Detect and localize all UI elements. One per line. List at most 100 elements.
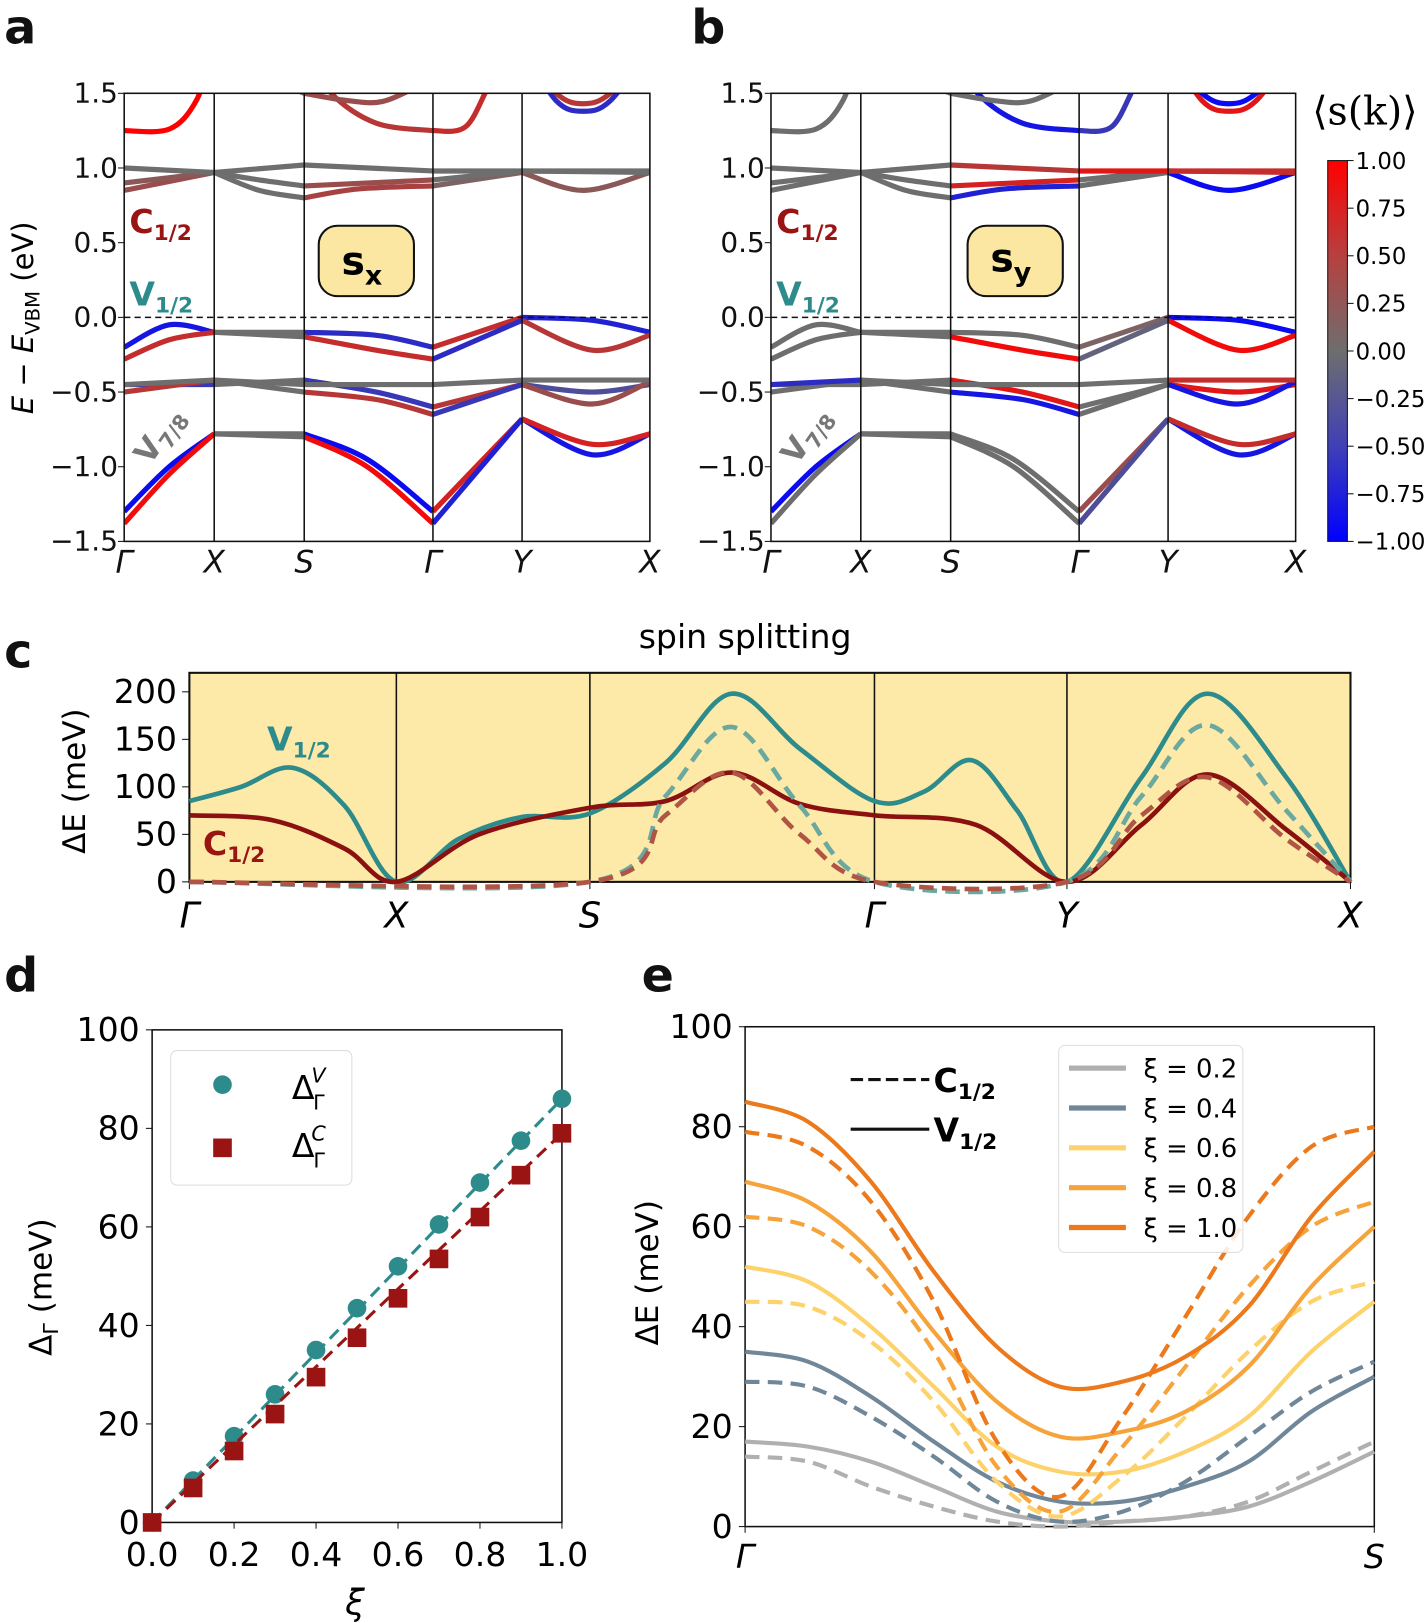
band-v8	[1167, 416, 1296, 448]
x-axis-label: ξ	[344, 1583, 365, 1623]
x-tick-label: Γ	[180, 895, 202, 936]
x-tick-label: 0.4	[290, 1535, 343, 1574]
band-v4	[1078, 382, 1169, 417]
band-v1	[124, 321, 215, 350]
c12-line	[744, 1439, 1376, 1529]
band-v1	[1167, 314, 1296, 335]
colorbar-tick-label: 0.25	[1356, 292, 1407, 318]
band-c-top	[124, 93, 203, 135]
colorbar-tick-label: −1.00	[1356, 530, 1425, 556]
data-point-v	[552, 1089, 572, 1109]
band-c1	[950, 183, 1080, 201]
colorbar-tick-label: 0.00	[1356, 339, 1407, 365]
band-c-top2	[943, 93, 951, 96]
colorbar-tick-label: 0.75	[1356, 196, 1407, 222]
y-tick-label: 1.5	[720, 77, 764, 110]
k-label: Γ	[762, 544, 782, 580]
series-line-dashed	[189, 722, 1353, 895]
band-v2	[431, 317, 524, 362]
c12-line	[744, 1124, 1375, 1500]
band-c-top2	[303, 93, 410, 106]
band-v5	[1078, 377, 1169, 388]
band-c-top2	[950, 93, 1056, 106]
y-tick-label: 80	[691, 1107, 733, 1146]
band-c1	[521, 169, 650, 193]
y-tick-label: 0.5	[720, 226, 764, 259]
band-v4	[950, 389, 1080, 417]
y-tick-label: 40	[98, 1306, 140, 1345]
y-tick-label: 0	[156, 862, 177, 901]
y-axis-label: E − EVBM (eV)	[6, 221, 44, 414]
y-tick-label: 0	[712, 1507, 733, 1546]
data-point-c	[306, 1367, 326, 1387]
k-label: X	[637, 544, 661, 580]
band-v2	[214, 329, 305, 340]
legend-marker-circle	[213, 1075, 232, 1095]
k-label: Γ	[424, 544, 444, 580]
colorbar-tick-label: −0.25	[1356, 387, 1425, 413]
y-tick-label: −1.0	[50, 450, 118, 483]
label-v12: V1/2	[129, 274, 193, 318]
band-v2	[520, 317, 650, 353]
x-tick-label: X	[382, 895, 409, 936]
y-tick-label: 100	[114, 767, 177, 806]
legend-label-c12: C1/2	[933, 1061, 995, 1105]
xi-dependence-chart: Γ S 100 80 60 40 20 0 ΔE (meV) C1/2 V1/2 ξ = 0.…	[630, 1007, 1385, 1576]
data-point-v	[470, 1173, 490, 1192]
band-v8	[214, 431, 305, 440]
band-v8	[430, 417, 525, 526]
data-point-c	[224, 1441, 244, 1461]
y-tick-label: 0.0	[720, 301, 764, 334]
spin-component-box	[966, 224, 1064, 298]
y-tick-label: 50	[135, 815, 177, 854]
data-point-c	[511, 1165, 531, 1185]
x-tick-label: 0.8	[454, 1535, 507, 1574]
legend-label: ξ = 0.6	[1144, 1134, 1238, 1164]
band-v8	[770, 431, 863, 526]
label-v12: V1/2	[267, 719, 331, 763]
y-tick-label: 100	[669, 1007, 732, 1046]
band-c-top	[327, 93, 434, 134]
x-tick-label: Γ	[865, 895, 887, 936]
band-v4	[1167, 379, 1296, 407]
band-c-top	[547, 93, 621, 114]
chart-title: spin splitting	[639, 617, 852, 656]
band-c1	[303, 183, 434, 201]
band-v1	[1078, 314, 1169, 350]
band-v1	[432, 314, 523, 350]
c12-line	[744, 1359, 1376, 1524]
x-tick-label: S	[579, 895, 601, 936]
legend-label-c: ΔC Γ	[292, 1122, 327, 1173]
x-tick-label: 0.0	[126, 1535, 179, 1574]
gamma-splitting-chart: 0.0 0.2 0.4 0.6 0.8 1.0 100 80 60 40 20 0 ξ ΔΓ (meV…	[24, 1010, 589, 1623]
series-line-V1/2	[188, 691, 1353, 885]
x-tick-label: X	[1336, 895, 1363, 936]
k-label: X	[1283, 544, 1307, 580]
data-point-v	[347, 1298, 367, 1318]
x-tick-label: Y	[1056, 895, 1080, 936]
band-c3	[950, 162, 1080, 174]
colorbar-tick-label: −0.50	[1356, 434, 1425, 460]
y-tick-label: 0.0	[74, 301, 118, 334]
panel-label-a: a	[4, 1, 36, 56]
k-label: X	[202, 544, 226, 580]
y-tick-label: −0.5	[697, 375, 765, 408]
y-tick-label: −1.0	[697, 450, 765, 483]
band-c-top	[1078, 93, 1134, 134]
y-tick-label: 0.5	[74, 226, 118, 259]
series-line-dashed	[189, 770, 1352, 892]
y-tick-label: 100	[77, 1010, 140, 1049]
c12-line	[744, 1199, 1376, 1514]
k-label: Y	[1159, 544, 1180, 580]
x-tick-label: 0.6	[372, 1535, 425, 1574]
band-v8	[124, 431, 216, 526]
band-c-top	[974, 93, 1080, 134]
band-v7	[303, 431, 435, 514]
band-v5	[770, 377, 861, 388]
data-point-c	[470, 1207, 490, 1227]
data-point-v	[265, 1385, 285, 1404]
data-point-v	[306, 1340, 326, 1360]
data-point-v	[429, 1215, 449, 1234]
panel-label-b: b	[691, 1, 725, 56]
band-v2	[1078, 317, 1170, 362]
